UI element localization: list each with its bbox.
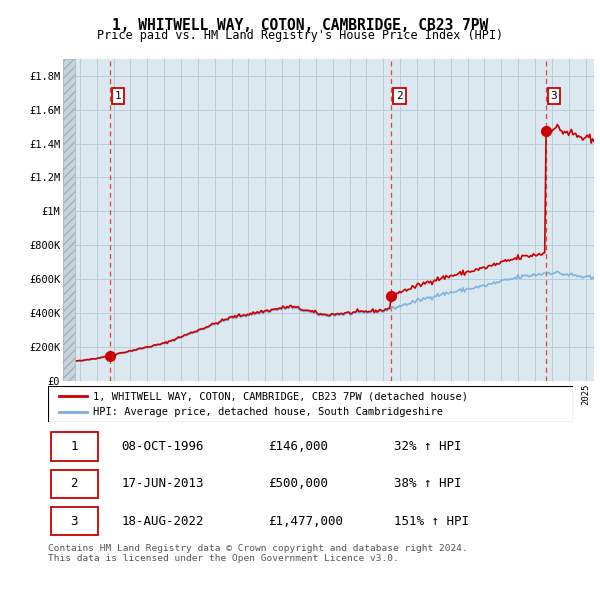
Bar <box>50 432 98 461</box>
Text: 38% ↑ HPI: 38% ↑ HPI <box>395 477 462 490</box>
Text: £1,477,000: £1,477,000 <box>269 514 343 527</box>
Text: 1: 1 <box>71 440 78 453</box>
Text: 08-OCT-1996: 08-OCT-1996 <box>121 440 204 453</box>
Text: 1: 1 <box>115 91 122 101</box>
Bar <box>50 507 98 535</box>
Text: Price paid vs. HM Land Registry's House Price Index (HPI): Price paid vs. HM Land Registry's House … <box>97 30 503 42</box>
Text: 18-AUG-2022: 18-AUG-2022 <box>121 514 204 527</box>
Text: 3: 3 <box>551 91 557 101</box>
Text: Contains HM Land Registry data © Crown copyright and database right 2024.
This d: Contains HM Land Registry data © Crown c… <box>48 544 468 563</box>
Text: 2: 2 <box>71 477 78 490</box>
Text: 151% ↑ HPI: 151% ↑ HPI <box>395 514 470 527</box>
Text: £500,000: £500,000 <box>269 477 329 490</box>
Text: HPI: Average price, detached house, South Cambridgeshire: HPI: Average price, detached house, Sout… <box>92 407 443 417</box>
Text: 32% ↑ HPI: 32% ↑ HPI <box>395 440 462 453</box>
Text: 2: 2 <box>396 91 403 101</box>
Text: 3: 3 <box>71 514 78 527</box>
Text: £146,000: £146,000 <box>269 440 329 453</box>
Text: 1, WHITWELL WAY, COTON, CAMBRIDGE, CB23 7PW (detached house): 1, WHITWELL WAY, COTON, CAMBRIDGE, CB23 … <box>92 391 467 401</box>
Text: 1, WHITWELL WAY, COTON, CAMBRIDGE, CB23 7PW: 1, WHITWELL WAY, COTON, CAMBRIDGE, CB23 … <box>112 18 488 32</box>
Bar <box>50 470 98 498</box>
Text: 17-JUN-2013: 17-JUN-2013 <box>121 477 204 490</box>
